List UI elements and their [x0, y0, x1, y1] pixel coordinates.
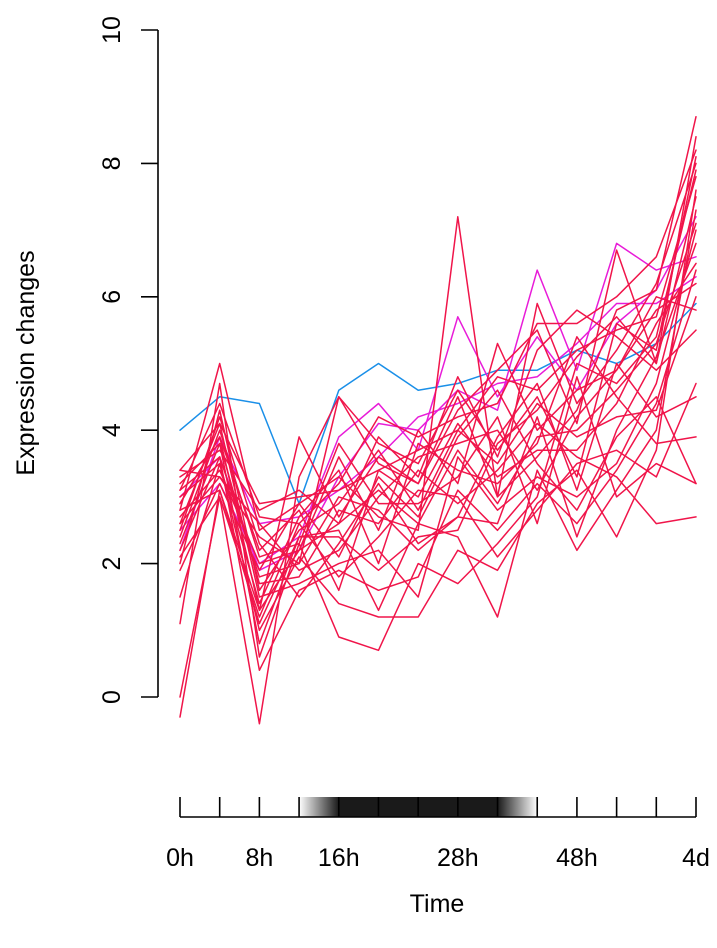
y-tick-label: 2 — [98, 557, 126, 571]
series-layer — [179, 115, 697, 725]
y-axis-ticks: 0 2 4 6 8 10 — [98, 16, 158, 704]
series-line-15 — [179, 296, 697, 592]
series-line-19 — [179, 362, 697, 598]
series-line-9 — [179, 189, 697, 632]
y-tick-label: 4 — [98, 423, 126, 437]
y-tick-label: 10 — [98, 16, 126, 44]
y-tick-label: 8 — [98, 156, 126, 170]
x-tick-label: 4d — [682, 844, 710, 872]
y-tick-label: 6 — [98, 290, 126, 304]
series-line-8 — [179, 169, 697, 658]
series-line-29 — [179, 175, 697, 505]
series-line-27 — [179, 269, 697, 672]
series-line-11 — [179, 229, 697, 598]
series-line-23 — [179, 376, 697, 558]
light-dark-segment-3 — [497, 797, 538, 817]
series-line-26 — [179, 149, 697, 525]
series-line-1 — [179, 302, 697, 505]
x-tick-label: 28h — [437, 844, 479, 872]
x-axis-ticks: 0h 8h 16h 28h 48h 4d — [166, 797, 710, 872]
y-axis-title: Expression changes — [12, 250, 40, 475]
series-line-28 — [179, 222, 697, 612]
series-line-13 — [179, 262, 697, 592]
x-axis-title: Time — [410, 890, 465, 918]
y-tick-label: 0 — [98, 690, 126, 704]
x-tick-label: 48h — [556, 844, 598, 872]
series-line-24 — [179, 162, 697, 565]
x-tick-label: 0h — [166, 844, 194, 872]
light-dark-segment-1 — [299, 797, 339, 817]
series-line-21 — [179, 389, 697, 572]
series-line-4 — [179, 276, 697, 552]
x-tick-label: 16h — [318, 844, 360, 872]
series-line-5 — [179, 115, 697, 532]
series-line-20 — [179, 336, 697, 605]
x-tick-label: 8h — [245, 844, 273, 872]
series-line-14 — [179, 282, 697, 572]
